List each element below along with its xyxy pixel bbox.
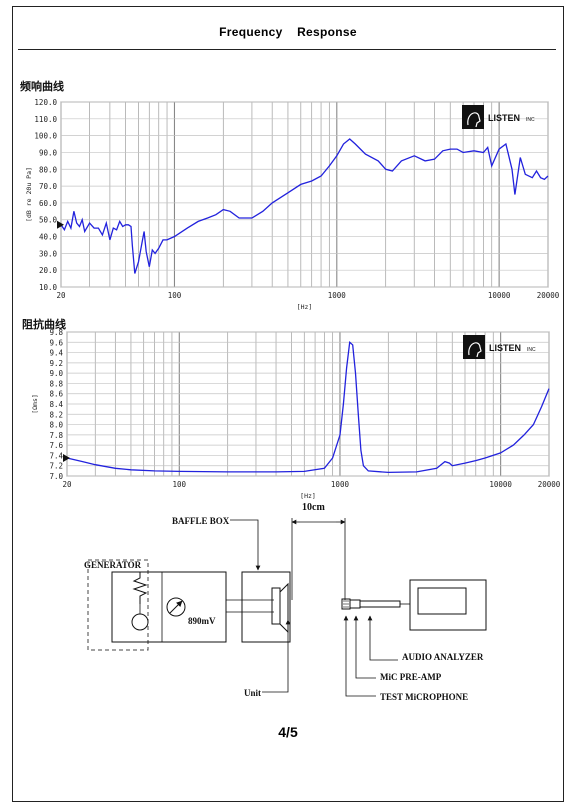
generator-dashed-box: [87, 559, 149, 651]
distance-label: 10cm: [302, 502, 325, 513]
unit-label: Unit: [244, 688, 261, 698]
unit-pointer: [262, 619, 291, 693]
voltage-label: 890mV: [188, 616, 216, 626]
y-tick-label: 7.6: [49, 441, 63, 450]
page-number: 4/5: [278, 724, 298, 740]
y-tick-label: 8.6: [49, 390, 63, 399]
y-tick-label: 9.4: [49, 349, 63, 358]
document-title: Frequency Response: [219, 25, 357, 39]
cursor-marker: [57, 220, 64, 229]
y-tick-label: 7.4: [49, 451, 63, 460]
y-tick-label: 10.0: [39, 283, 58, 292]
x-tick-label: 10000: [488, 291, 511, 300]
y-tick-label: 40.0: [39, 233, 58, 242]
impedance-chart: 9.89.6 9.49.29.08.8 8.68.48.2 8.07.87.67.4 7…: [31, 328, 561, 500]
y-tick-label: 8.2: [49, 410, 63, 419]
audio-analyzer-box: [409, 579, 487, 631]
y-axis-label: [dB re 20u Pa]: [25, 167, 33, 222]
y-tick-label: 7.8: [49, 431, 63, 440]
mic-preamp-body: [349, 599, 361, 609]
impedance-label: 阻抗曲线: [22, 318, 66, 331]
x-tick-label: 100: [168, 291, 182, 300]
signal-source-icon: [131, 613, 149, 631]
y-tick-label: 100.0: [34, 132, 57, 141]
title-divider: [18, 49, 556, 50]
y-tick-label: 70.0: [39, 182, 58, 191]
y-axis-label: [Ωms]: [31, 394, 39, 414]
voltmeter-needle: [169, 600, 183, 614]
baffle-box: [241, 571, 291, 643]
y-tick-label: 9.8: [49, 328, 63, 337]
baffle-pointer: [230, 519, 261, 571]
y-tick-label: 7.0: [49, 472, 63, 481]
logo-text: LISTEN: [488, 113, 520, 123]
series-line: [60, 138, 549, 274]
analyzer-pointer: [367, 615, 398, 661]
preamp-pointer: [353, 615, 376, 679]
y-tick-label: 60.0: [39, 199, 58, 208]
cursor-marker: [63, 454, 70, 462]
y-tick-label: 9.0: [49, 369, 63, 378]
audio-analyzer-label: AUDIO ANALYZER: [402, 652, 484, 662]
mic-preamp-label: MiC PRE-AMP: [380, 672, 442, 682]
y-tick-label: 7.2: [49, 462, 63, 471]
y-tick-label: 120.0: [34, 98, 57, 107]
y-tick-label: 9.2: [49, 359, 63, 368]
x-tick-label: 10000: [489, 480, 512, 489]
test-microphone-label: TEST MiCROPHONE: [380, 692, 468, 702]
y-tick-label: 50.0: [39, 216, 58, 225]
x-axis-label: [Hz]: [300, 492, 316, 500]
y-tick-label: 8.8: [49, 379, 63, 388]
frequency-response-chart: 120.0 110.0 100.0 90.0 80.0 70.0 60.0 50.0 40.0 3…: [25, 98, 560, 311]
resistor-symbol: [132, 572, 148, 604]
logo-head-icon: [462, 105, 484, 129]
voltmeter-icon: [166, 597, 186, 617]
x-tick-label: 20: [56, 291, 66, 300]
y-tick-label: 30.0: [39, 249, 58, 258]
y-tick-label: 20.0: [39, 266, 58, 275]
x-tick-label: 100: [173, 480, 187, 489]
y-tick-label: 9.6: [49, 338, 63, 347]
speaker-cone: [279, 582, 289, 634]
logo-head-icon: [463, 335, 485, 359]
audio-analyzer-screen: [417, 587, 467, 615]
y-tick-label: 8.0: [49, 421, 63, 430]
y-tick-label: 8.4: [49, 400, 63, 409]
test-setup-diagram: BAFFLE BOX 10cm GENERATOR 890mV Unit AUD…: [84, 502, 487, 702]
y-tick-label: 110.0: [34, 115, 57, 124]
microphone-pointer: [343, 615, 376, 697]
logo-text: LISTEN: [489, 343, 521, 353]
speaker-unit: [271, 587, 281, 625]
y-tick-label: 80.0: [39, 165, 58, 174]
generator-label: GENERATOR: [84, 560, 142, 570]
x-tick-label: 1000: [328, 291, 347, 300]
x-tick-label: 1000: [331, 480, 350, 489]
mic-cable: [359, 600, 401, 608]
x-tick-label: 20000: [538, 480, 561, 489]
logo-suffix: INC: [527, 347, 536, 353]
series-line: [66, 341, 550, 474]
plot-area: [60, 101, 549, 288]
x-tick-label: 20: [62, 480, 72, 489]
y-tick-label: 90.0: [39, 148, 58, 157]
x-axis-label: [Hz]: [297, 303, 313, 311]
x-tick-label: 20000: [537, 291, 560, 300]
frequency-response-label: 频响曲线: [20, 80, 64, 93]
page-frame: [12, 6, 564, 802]
generator-box: [111, 571, 227, 643]
baffle-box-label: BAFFLE BOX: [172, 516, 230, 526]
logo-suffix: INC: [526, 117, 535, 123]
